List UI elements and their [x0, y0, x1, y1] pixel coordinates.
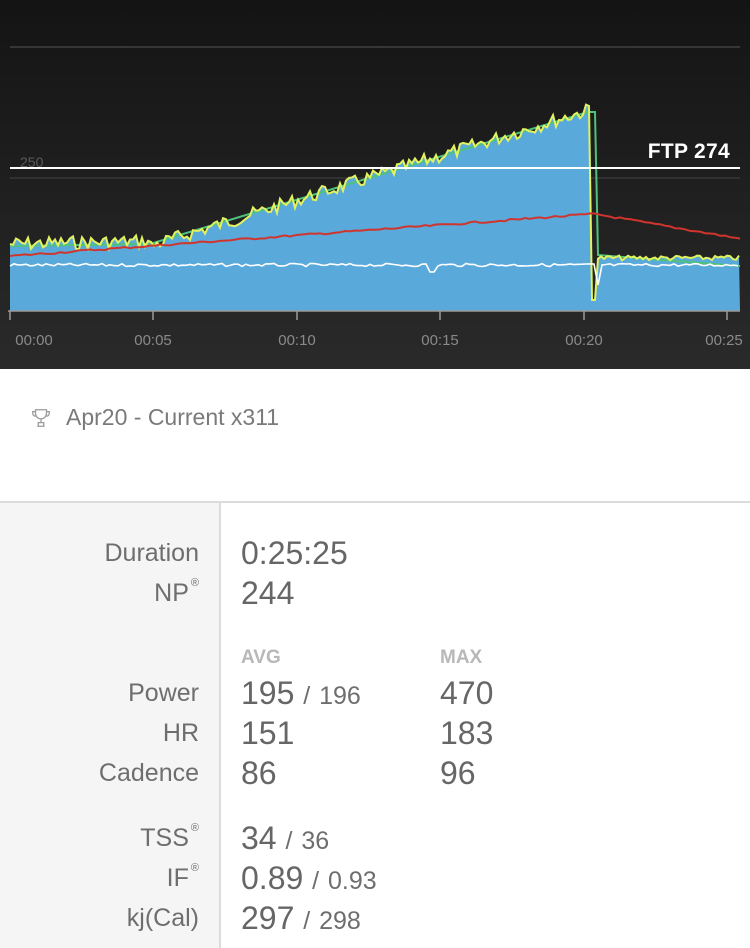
power-label: Power: [128, 679, 199, 707]
divider: [0, 501, 750, 503]
kj-value: 297 / 298: [241, 900, 361, 936]
duration-value: 0:25:25: [241, 535, 348, 571]
max-column-header: MAX: [440, 647, 483, 668]
heart-rate-line: [9, 212, 741, 258]
power-avg-value: 195 / 196: [241, 675, 361, 711]
stats-label-panel: [0, 503, 221, 948]
if-label: IF ®: [166, 862, 199, 892]
registered-mark: ®: [190, 822, 199, 834]
hr-max-value: 183: [440, 715, 494, 751]
x-tick-label: 00:10: [278, 332, 316, 349]
x-axis-ticks: [9, 311, 728, 320]
workout-chart[interactable]: 250 FTP 274 00:00 00:05 00:10 00:15 00:2…: [0, 0, 750, 369]
cadence-avg-value: 86: [241, 755, 277, 791]
workout-title: Apr20 - Current x311: [66, 404, 280, 430]
chart-canvas: [8, 46, 741, 320]
tss-label: TSS ®: [140, 822, 199, 852]
power-line: [9, 103, 740, 301]
hr-label: HR: [162, 719, 199, 747]
power-max-value: 470: [440, 675, 494, 711]
x-tick-label: 00:20: [565, 332, 603, 349]
hr-avg-value: 151: [241, 715, 295, 751]
registered-mark: ®: [190, 577, 199, 589]
cadence-line: [9, 262, 739, 286]
trophy-icon: [32, 408, 50, 427]
np-label: NP ®: [154, 577, 199, 607]
x-tick-label: 00:00: [15, 332, 53, 349]
np-value: 244: [241, 575, 295, 611]
x-tick-label: 00:15: [421, 332, 459, 349]
workout-title-row[interactable]: Apr20 - Current x311: [30, 404, 279, 431]
duration-label: Duration: [104, 539, 200, 567]
registered-mark: ®: [190, 862, 199, 874]
x-tick-label: 00:25: [705, 332, 743, 349]
y-gridline-label: 250: [20, 154, 44, 170]
ftp-label: FTP 274: [647, 140, 730, 163]
power-area: [10, 104, 740, 311]
cadence-label: Cadence: [98, 759, 199, 787]
cadence-max-value: 96: [440, 755, 476, 791]
x-tick-label: 00:05: [134, 332, 172, 349]
if-value: 0.89 / 0.93: [241, 860, 377, 896]
kj-label: kj(Cal): [126, 904, 199, 932]
avg-column-header: AVG: [241, 647, 281, 668]
tss-value: 34 / 36: [241, 820, 330, 856]
